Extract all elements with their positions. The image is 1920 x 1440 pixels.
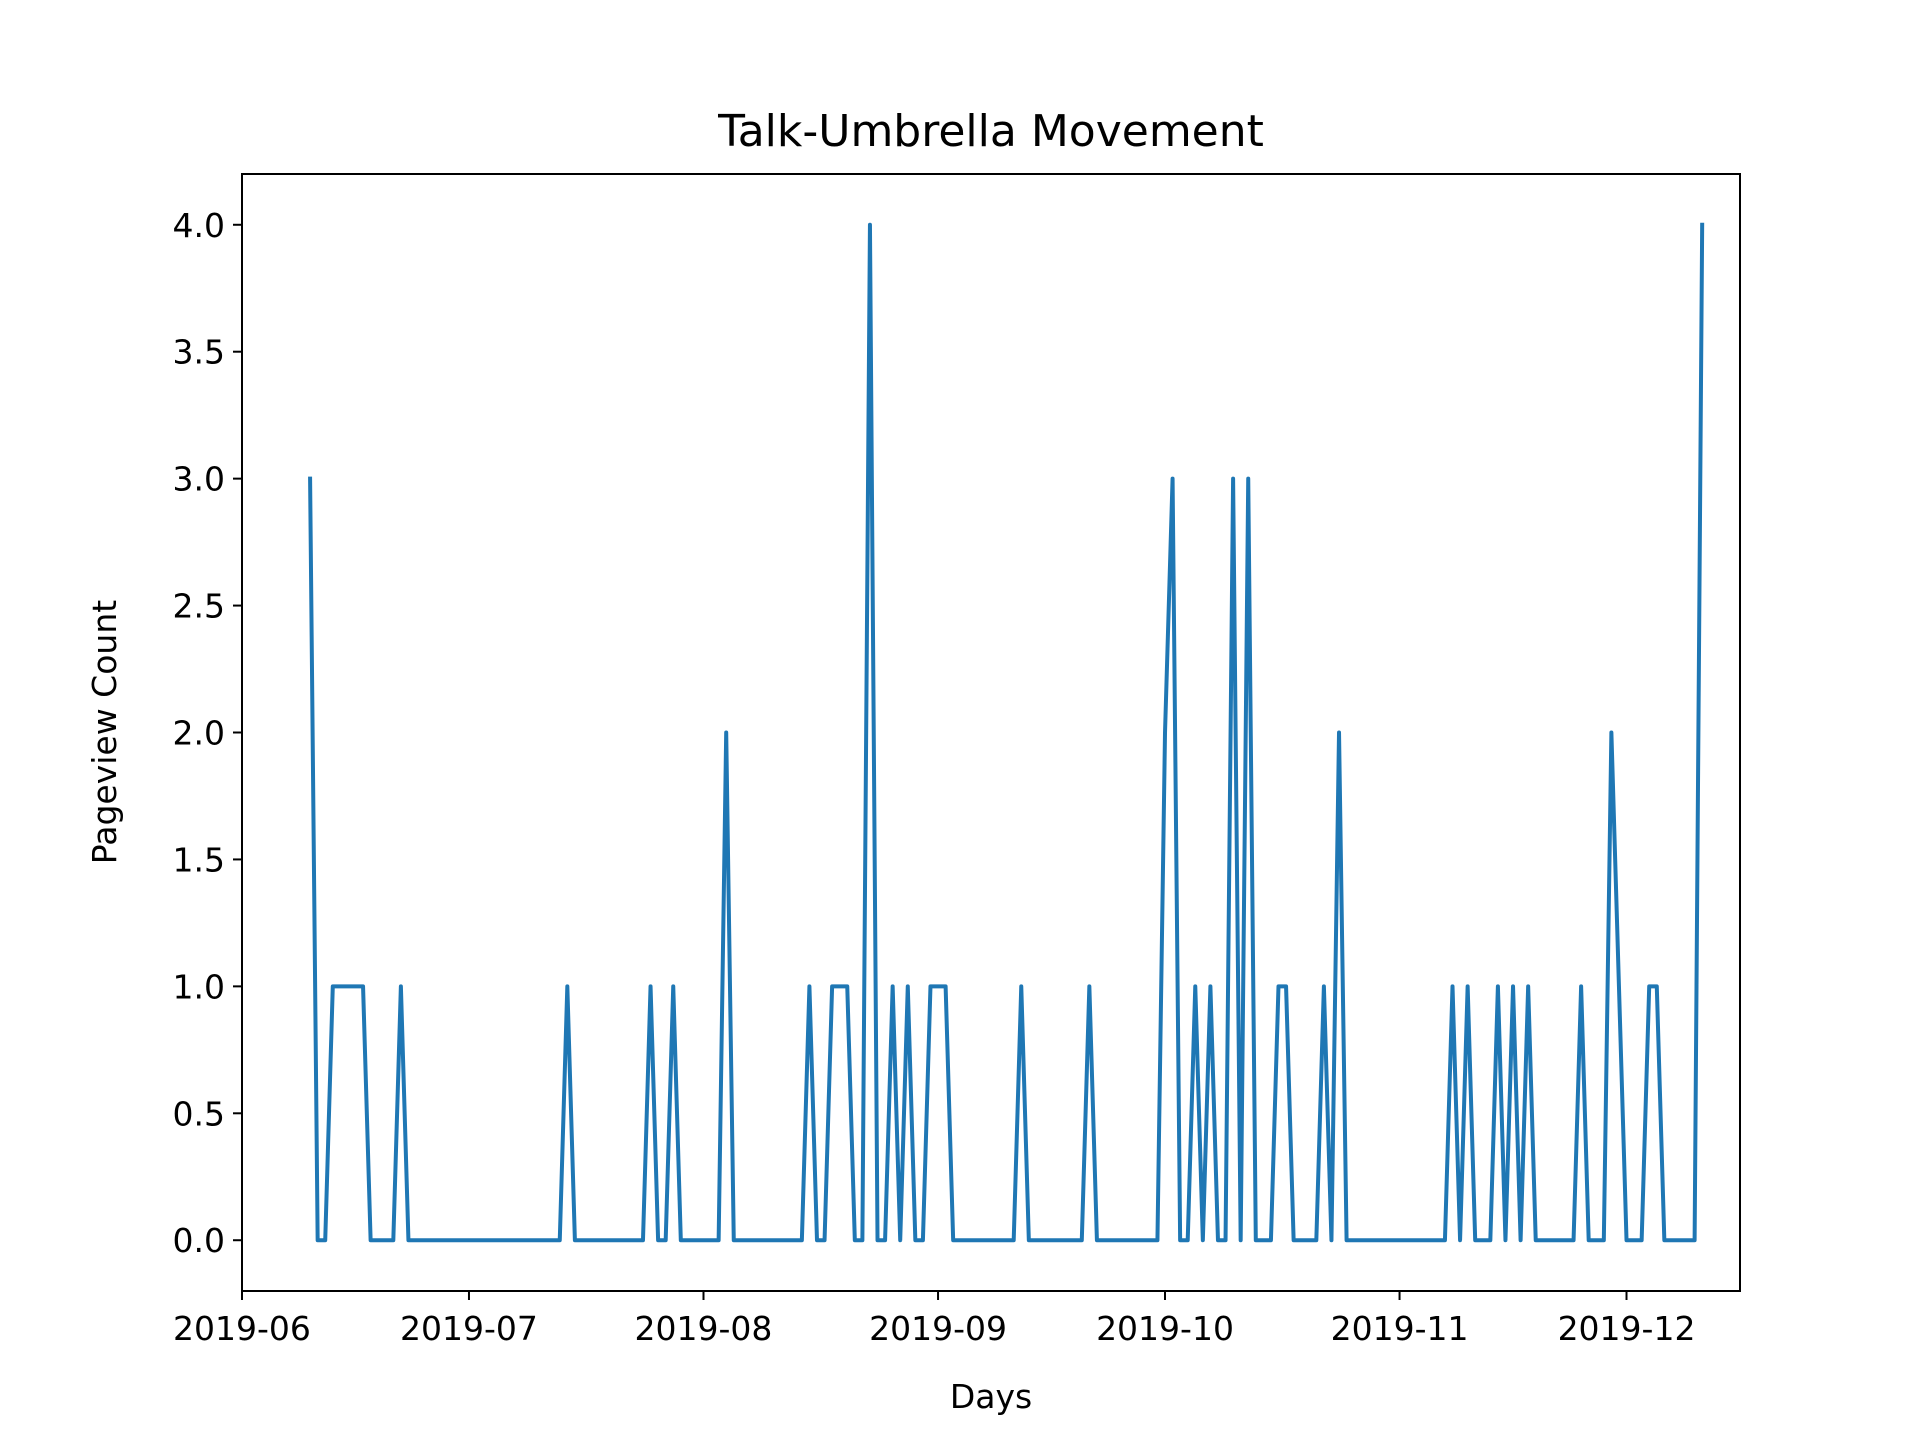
y-tick-label: 4.0 bbox=[173, 206, 225, 245]
y-tick-label: 1.0 bbox=[173, 967, 225, 1006]
y-tick-label: 2.0 bbox=[173, 714, 225, 753]
y-tick-label: 3.0 bbox=[173, 460, 225, 499]
y-tick-label: 2.5 bbox=[173, 587, 225, 626]
x-tick-label: 2019-07 bbox=[400, 1309, 538, 1348]
series-line bbox=[308, 222, 1705, 1243]
y-axis-label: Pageview Count bbox=[85, 600, 124, 864]
y-axis: 0.0 0.5 1.0 1.5 2.0 2.5 3.0 3.5 4.0 bbox=[173, 206, 242, 1260]
x-axis-label: Days bbox=[950, 1377, 1032, 1416]
x-tick-label: 2019-08 bbox=[635, 1309, 773, 1348]
x-tick-label: 2019-12 bbox=[1558, 1309, 1696, 1348]
x-tick-label: 2019-09 bbox=[869, 1309, 1007, 1348]
chart-title: Talk-Umbrella Movement bbox=[717, 106, 1264, 157]
x-tick-label: 2019-06 bbox=[173, 1309, 311, 1348]
y-tick-label: 1.5 bbox=[173, 840, 225, 879]
series-layer bbox=[308, 222, 1705, 1243]
y-tick-label: 0.5 bbox=[173, 1094, 225, 1133]
y-tick-label: 3.5 bbox=[173, 333, 225, 372]
y-tick-label: 0.0 bbox=[173, 1221, 225, 1260]
x-tick-label: 2019-10 bbox=[1096, 1309, 1234, 1348]
x-tick-label: 2019-11 bbox=[1331, 1309, 1469, 1348]
x-axis: 2019-06 2019-07 2019-08 2019-09 2019-10 2019-… bbox=[173, 1291, 1695, 1348]
